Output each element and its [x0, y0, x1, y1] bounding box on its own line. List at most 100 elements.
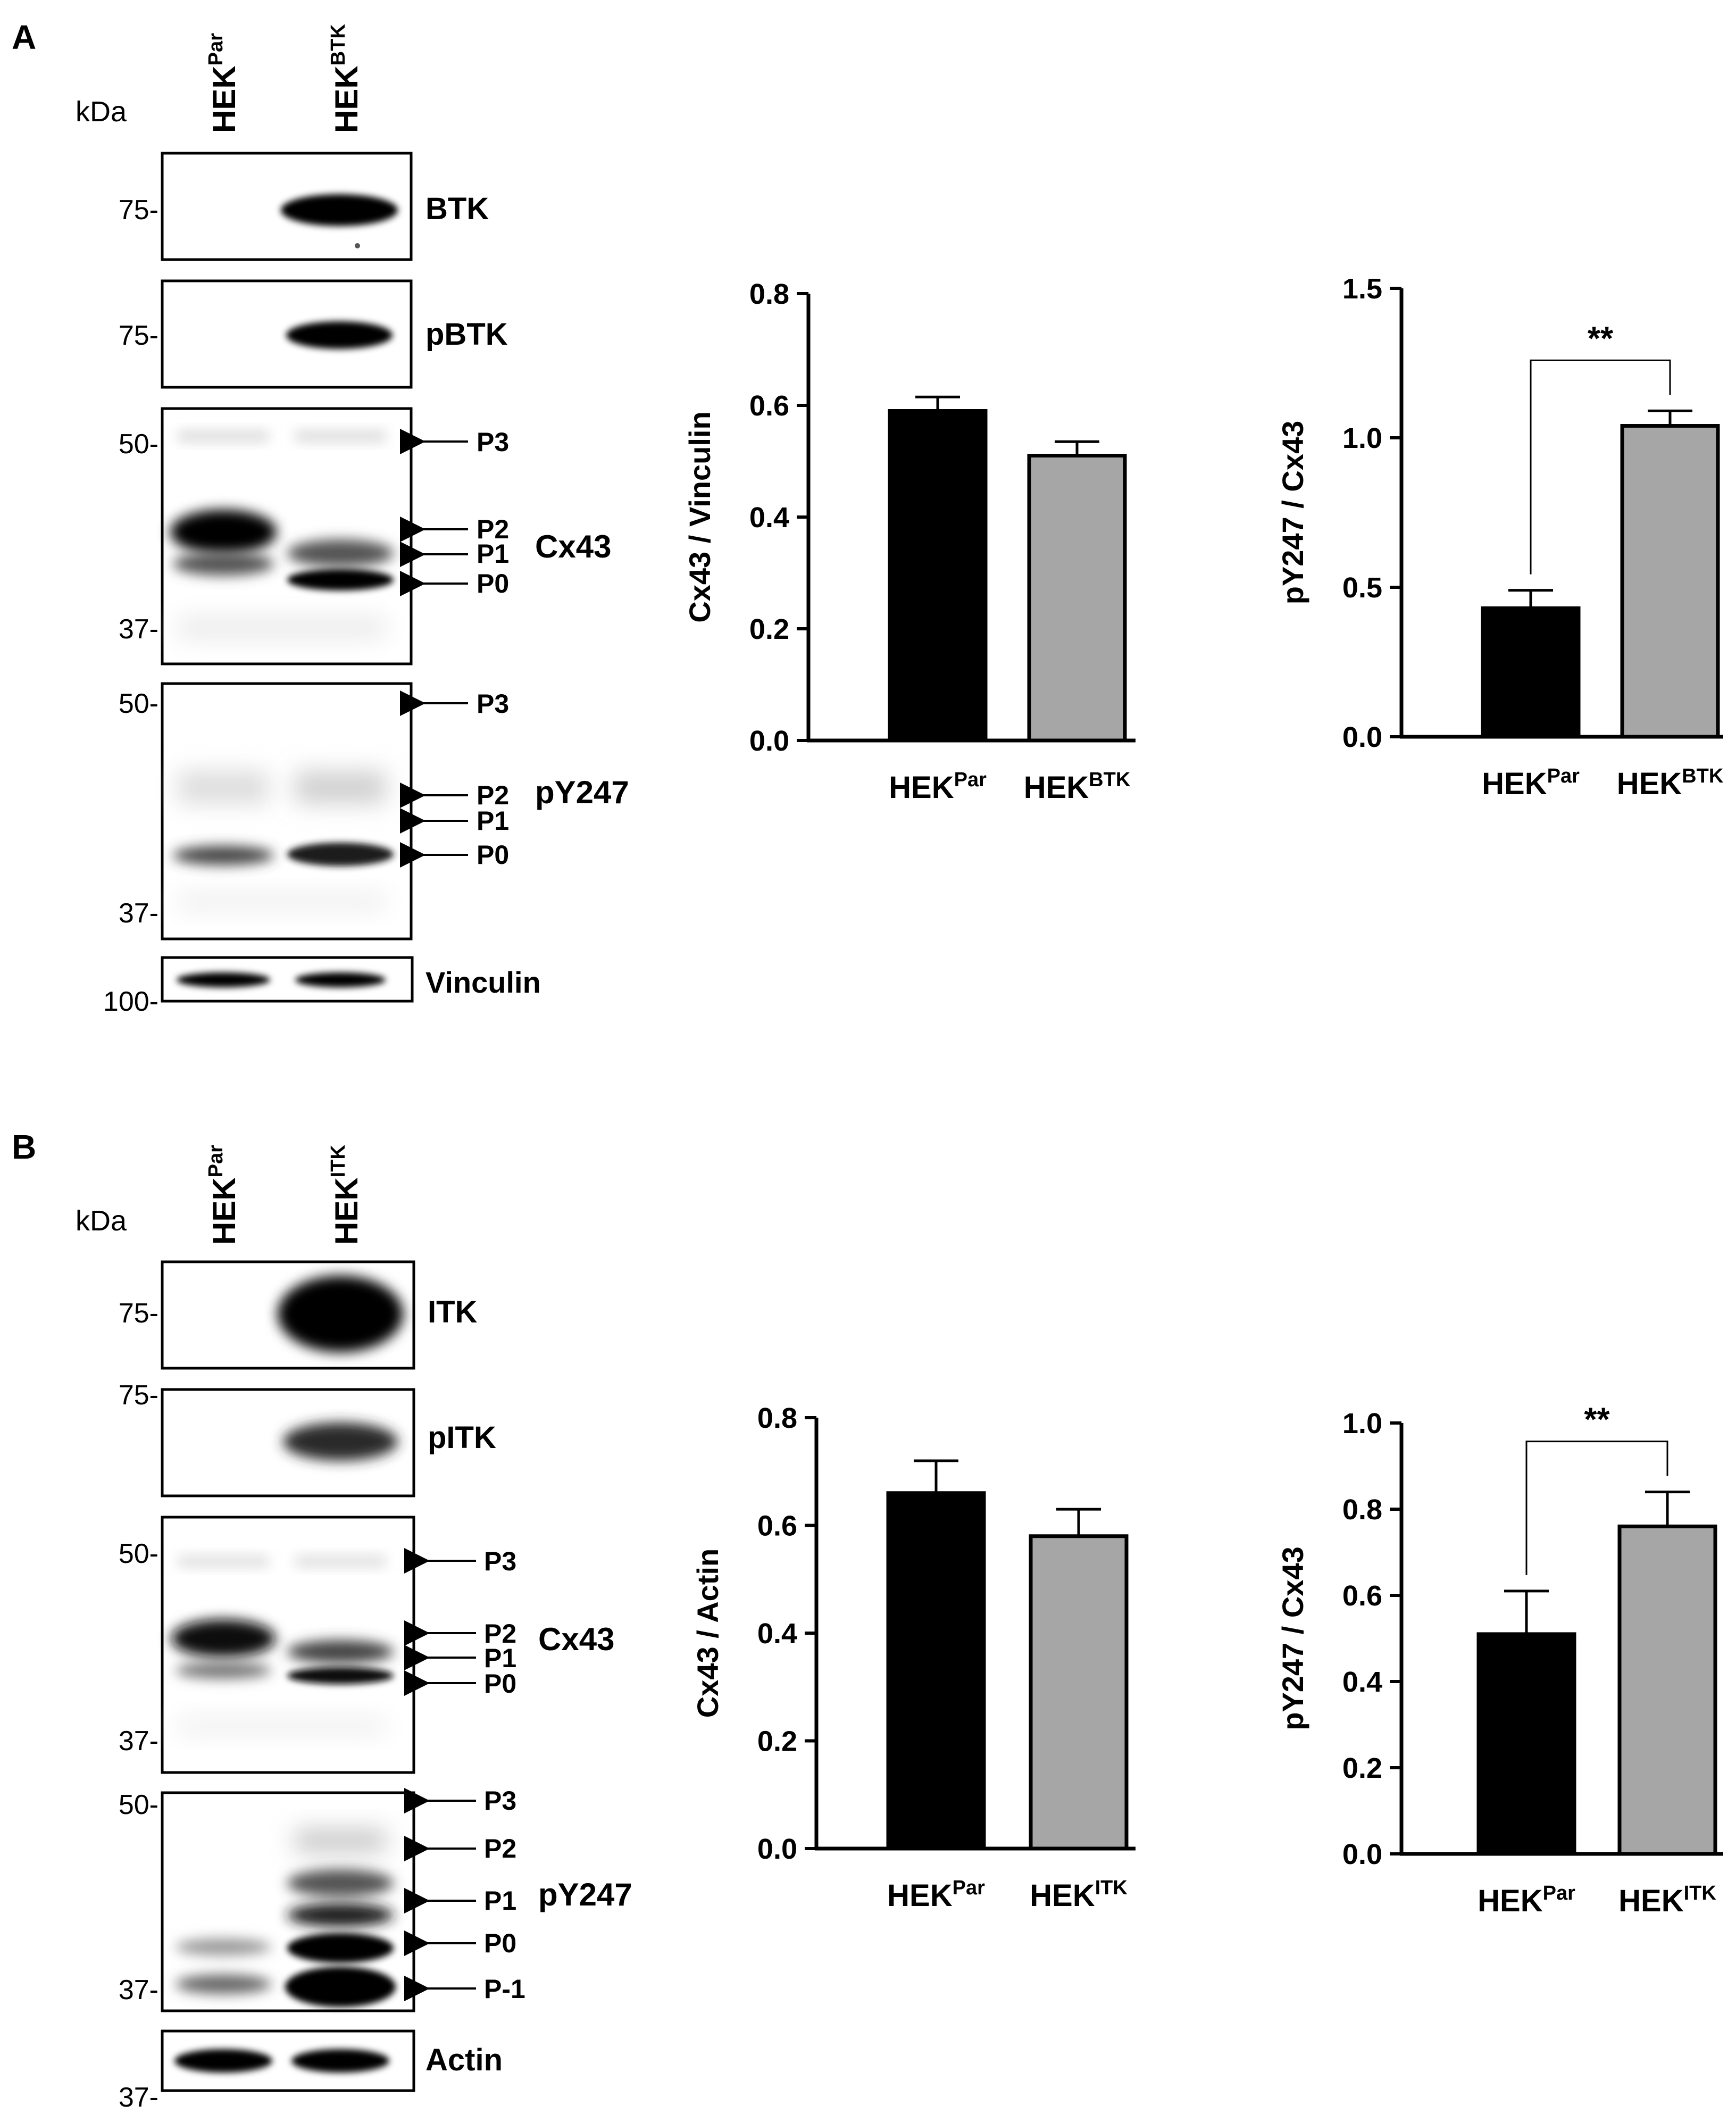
- blot-marker: 37-: [119, 614, 158, 645]
- band-pbtk-lane-2: [286, 321, 393, 349]
- category-sup: Par: [953, 1877, 985, 1899]
- blot-marker: 50-: [119, 1790, 158, 1820]
- lane-sup: BTK: [327, 24, 349, 66]
- panel-a-letter: A: [12, 18, 36, 56]
- blot-label: BTK: [425, 192, 489, 226]
- y-tick-label: 0.8: [757, 1402, 797, 1434]
- panel-a-lane-header-2: HEKBTK: [327, 24, 364, 133]
- species-label: P2: [484, 1619, 516, 1649]
- band-btk-lane-2: [281, 194, 398, 226]
- panel-b-blot-actin: 37- Actin: [119, 2029, 503, 2113]
- y-tick-label: 0.2: [757, 1726, 797, 1758]
- category-sup: Par: [954, 769, 987, 791]
- category-label: HEKITK: [1618, 1882, 1716, 1918]
- y-tick-label: 0.0: [1342, 721, 1382, 753]
- species-label: P2: [477, 780, 509, 810]
- y-tick-label: 0.4: [749, 502, 789, 534]
- blot-marker: 37-: [119, 1975, 158, 2006]
- band-itk-lane-2: [278, 1276, 403, 1352]
- category-sup: BTK: [1682, 765, 1724, 787]
- species-label: P2: [484, 1834, 516, 1863]
- lane-name: HEK: [329, 1177, 364, 1245]
- category-name: HEK: [1030, 1878, 1095, 1913]
- species-label: P1: [477, 806, 509, 836]
- species-label: P3: [484, 1546, 516, 1576]
- category-label: HEKPar: [887, 1877, 985, 1913]
- panel-a-blot-py247: 50- 37- P3 P2 P1 P0 pY247: [119, 682, 629, 941]
- category-label: HEKBTK: [1024, 769, 1131, 805]
- blot-marker: 37-: [119, 2082, 158, 2113]
- blot-marker: 50-: [119, 688, 158, 719]
- panel-a-blot-cx43: 50- 37- P3 P2 P1 P0 Cx43: [119, 407, 611, 665]
- blot-marker: 75-: [119, 1298, 158, 1329]
- band-pitk-lane-2: [283, 1422, 398, 1461]
- blot-marker: 37-: [119, 1726, 158, 1757]
- y-tick-label: 0.6: [749, 390, 789, 422]
- svg-text:HEKITK: HEKITK: [327, 1145, 364, 1245]
- svg-text:HEKBTK: HEKBTK: [327, 24, 364, 133]
- blot-label: pY247: [538, 1877, 632, 1912]
- blot-marker: 50-: [119, 429, 158, 460]
- significance-bracket: [1530, 359, 1671, 575]
- category-name: HEK: [1024, 770, 1089, 805]
- panel-a-kda-label: kDa: [76, 96, 127, 128]
- species-label: P3: [477, 427, 509, 457]
- blot-label: ITK: [428, 1295, 478, 1329]
- y-tick-label: 0.8: [749, 278, 789, 310]
- category-sup: Par: [1543, 1882, 1575, 1904]
- panel-b-blot-itk: 75- ITK: [119, 1260, 478, 1370]
- y-tick-label: 1.0: [1342, 1408, 1382, 1439]
- bar: [1481, 606, 1581, 739]
- blot-marker: 75-: [119, 195, 158, 226]
- panel-b-blot-py247: 50- 37- P3 P2 P1 P0 P-1 pY247: [119, 1786, 632, 2012]
- blot-label: pY247: [535, 775, 629, 810]
- panel-b-lane-header-2: HEKITK: [327, 1145, 364, 1245]
- y-axis-label: Cx43 / Actin: [691, 1549, 724, 1718]
- y-tick-label: 0.8: [1342, 1494, 1382, 1526]
- blot-label: pITK: [428, 1420, 496, 1455]
- panel-b-lane-header-1: HEKPar: [205, 1145, 242, 1245]
- category-label: HEKPar: [1478, 1882, 1575, 1918]
- y-axis-label: Cx43 / Vinculin: [683, 411, 716, 622]
- bar: [888, 409, 988, 743]
- panel-a-blot-vinculin: 100- Vinculin: [103, 956, 541, 1017]
- y-tick-label: 0.4: [757, 1618, 797, 1650]
- bar: [1029, 1534, 1129, 1851]
- y-axis-label: pY247 / Cx43: [1276, 1546, 1309, 1730]
- blot-marker: 50-: [119, 1538, 158, 1569]
- blot-label: Actin: [425, 2043, 503, 2077]
- panel-a-lane-header-1: HEKPar: [205, 33, 242, 133]
- category-name: HEK: [1617, 767, 1682, 801]
- species-label: P0: [484, 1928, 516, 1958]
- lane-name: HEK: [206, 65, 242, 133]
- significance-bracket: [1525, 1441, 1668, 1575]
- species-label: P3: [484, 1786, 516, 1816]
- lane-name: HEK: [206, 1177, 242, 1245]
- panel-b-letter: B: [12, 1128, 36, 1166]
- panel-b-blot-cx43: 50- 37- P3 P2 P1 P0 Cx43: [119, 1516, 614, 1774]
- y-tick-label: 0.2: [1342, 1752, 1382, 1784]
- category-sup: ITK: [1684, 1882, 1717, 1904]
- species-label: P1: [484, 1643, 516, 1673]
- species-label: P1: [477, 539, 509, 569]
- svg-text:HEKPar: HEKPar: [205, 33, 242, 133]
- y-tick-label: 0.0: [1342, 1838, 1382, 1870]
- blot-label: Vinculin: [425, 966, 541, 999]
- blot-label: Cx43: [535, 529, 611, 564]
- panel-a-blot-btk: 75- BTK: [119, 152, 489, 261]
- lane-sup: Par: [205, 1145, 227, 1177]
- category-name: HEK: [887, 1878, 953, 1913]
- species-label: P2: [477, 514, 509, 544]
- category-label: HEKBTK: [1617, 765, 1724, 801]
- lane-sup: ITK: [327, 1145, 349, 1178]
- category-label: HEKITK: [1030, 1877, 1128, 1913]
- svg-text:HEKPar: HEKPar: [205, 1145, 242, 1245]
- bar: [1617, 1524, 1717, 1856]
- category-name: HEK: [889, 770, 954, 805]
- y-tick-label: 0.6: [1342, 1580, 1382, 1612]
- significance-label: **: [1584, 1402, 1610, 1438]
- blot-marker: 75-: [119, 1380, 158, 1411]
